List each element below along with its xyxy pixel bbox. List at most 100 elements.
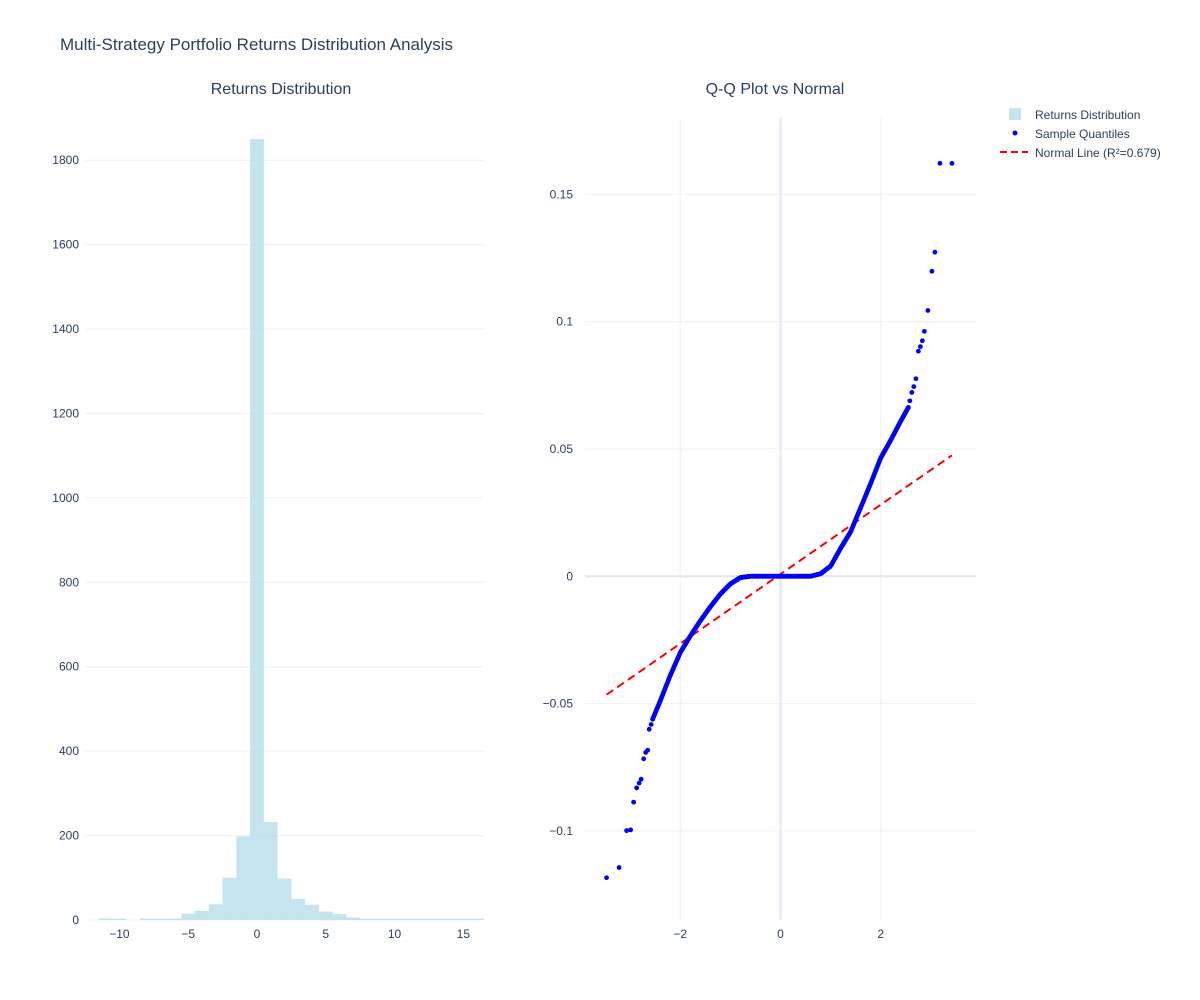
histogram-y-tick-label: 1600 xyxy=(52,238,79,252)
qq-point[interactable] xyxy=(638,776,644,782)
histogram-y-tick-label: 1200 xyxy=(52,406,79,420)
qq-y-tick-label: −0.05 xyxy=(543,697,574,711)
qq-y-tick-labels: −0.1 −0.05 0 0.05 0.1 0.15 xyxy=(543,187,574,838)
qq-point[interactable] xyxy=(913,376,919,382)
histogram-bar[interactable] xyxy=(305,904,319,920)
qq-point[interactable] xyxy=(650,716,656,722)
qq-x-tick-label: 2 xyxy=(877,927,884,941)
histogram-bar[interactable] xyxy=(112,918,127,921)
histogram-x-tick-label: 15 xyxy=(457,927,471,941)
histogram-x-tick-label: −5 xyxy=(181,927,195,941)
qq-point[interactable] xyxy=(905,405,911,410)
qq-point[interactable] xyxy=(911,384,917,390)
legend-swatch-bar xyxy=(1009,108,1021,120)
histogram-bar[interactable] xyxy=(153,918,168,921)
legend-item-returns-distribution[interactable]: Returns Distribution xyxy=(1009,108,1140,122)
qq-point[interactable] xyxy=(925,308,931,313)
legend-item-sample-quantiles[interactable]: Sample Quantiles xyxy=(1012,127,1130,141)
histogram-bar[interactable] xyxy=(428,918,443,921)
histogram-bar[interactable] xyxy=(195,910,209,920)
histogram-bar[interactable] xyxy=(98,918,113,921)
histogram-bar[interactable] xyxy=(346,917,361,920)
histogram-bar[interactable] xyxy=(222,877,237,920)
qq-point[interactable] xyxy=(634,785,640,791)
qq-point[interactable] xyxy=(636,780,642,786)
qq-point[interactable] xyxy=(919,338,925,344)
histogram-bar[interactable] xyxy=(401,918,416,921)
histogram-bar[interactable] xyxy=(456,918,471,921)
qq-point[interactable] xyxy=(932,249,938,255)
legend-label-sample-quantiles: Sample Quantiles xyxy=(1035,127,1130,141)
histogram-bar[interactable] xyxy=(332,914,347,920)
histogram-bar[interactable] xyxy=(291,898,306,920)
qq-y-tick-label: −0.1 xyxy=(549,824,573,838)
histogram-y-tick-label: 0 xyxy=(72,913,79,927)
histogram-x-tick-label: 10 xyxy=(388,927,402,941)
histogram-bar[interactable] xyxy=(263,822,278,920)
qq-point[interactable] xyxy=(921,328,927,334)
histogram-bar[interactable] xyxy=(360,918,374,921)
qq-point[interactable] xyxy=(648,722,654,727)
histogram-title: Returns Distribution xyxy=(211,81,352,98)
qq-plot-title: Q-Q Plot vs Normal xyxy=(706,81,845,98)
sample-quantile-points[interactable] xyxy=(604,160,955,881)
histogram-bar[interactable] xyxy=(250,139,264,920)
qq-x-tick-label: −2 xyxy=(673,927,687,941)
qq-subplot: Q-Q Plot vs Normal −0.1 −0.05 0 0.05 0.1 0.15… xyxy=(543,81,976,941)
histogram-y-tick-labels: 0 200 400 600 800 1000 1200 1400 1600 1800 xyxy=(52,153,79,927)
histogram-bar[interactable] xyxy=(442,918,457,921)
histogram-y-tick-label: 400 xyxy=(59,744,79,758)
qq-point[interactable] xyxy=(645,747,651,753)
legend-label-returns-distribution: Returns Distribution xyxy=(1035,108,1140,122)
qq-point[interactable] xyxy=(631,799,637,805)
qq-point[interactable] xyxy=(909,390,915,395)
histogram-x-tick-labels: −10 −5 0 5 10 15 xyxy=(109,927,470,941)
qq-point[interactable] xyxy=(628,827,634,833)
qq-y-tick-label: 0.15 xyxy=(550,187,574,201)
qq-x-tick-labels: −2 0 2 xyxy=(673,927,884,941)
qq-y-tick-label: 0.05 xyxy=(550,442,574,456)
qq-point[interactable] xyxy=(604,875,609,881)
histogram-bar[interactable] xyxy=(415,918,429,921)
qq-point[interactable] xyxy=(641,756,647,762)
histogram-y-tick-label: 600 xyxy=(59,660,79,674)
legend-label-normal-line: Normal Line (R²=0.679) xyxy=(1035,146,1161,160)
qq-y-tick-label: 0.1 xyxy=(556,315,573,329)
histogram-bar[interactable] xyxy=(208,904,223,920)
histogram-bar[interactable] xyxy=(470,918,484,921)
histogram-y-tick-label: 800 xyxy=(59,575,79,589)
histogram-bar[interactable] xyxy=(167,918,182,921)
legend: Returns Distribution Sample Quantiles No… xyxy=(1000,108,1161,160)
histogram-bar[interactable] xyxy=(387,918,402,921)
legend-swatch-marker xyxy=(1012,130,1018,136)
histogram-bar[interactable] xyxy=(236,836,251,920)
histogram-bar[interactable] xyxy=(181,913,196,920)
qq-point[interactable] xyxy=(915,348,921,354)
histogram-x-tick-label: 0 xyxy=(254,927,261,941)
chart-title: Multi-Strategy Portfolio Returns Distrib… xyxy=(60,35,453,54)
qq-y-tick-label: 0 xyxy=(566,569,573,583)
histogram-y-tick-label: 1400 xyxy=(52,322,79,336)
qq-point[interactable] xyxy=(929,268,935,274)
legend-item-normal-line[interactable]: Normal Line (R²=0.679) xyxy=(1000,146,1161,160)
qq-point[interactable] xyxy=(907,398,913,404)
histogram-y-tick-label: 1000 xyxy=(52,491,79,505)
qq-point[interactable] xyxy=(616,865,622,870)
qq-point[interactable] xyxy=(624,828,630,834)
histogram-x-tick-label: −10 xyxy=(109,927,130,941)
histogram-subplot: Returns Distribution 0 200 400 600 800 1000 12… xyxy=(52,81,484,941)
histogram-bar[interactable] xyxy=(318,911,333,920)
histogram-bars[interactable] xyxy=(98,139,484,921)
histogram-bar[interactable] xyxy=(373,918,388,921)
histogram-bar[interactable] xyxy=(140,918,154,921)
qq-point[interactable] xyxy=(646,726,652,732)
qq-point[interactable] xyxy=(917,344,923,350)
qq-point[interactable] xyxy=(937,160,943,166)
qq-point[interactable] xyxy=(949,160,955,166)
histogram-bar[interactable] xyxy=(277,878,292,920)
histogram-y-tick-label: 200 xyxy=(59,829,79,843)
histogram-y-tick-label: 1800 xyxy=(52,153,79,167)
histogram-x-tick-label: 5 xyxy=(322,927,329,941)
